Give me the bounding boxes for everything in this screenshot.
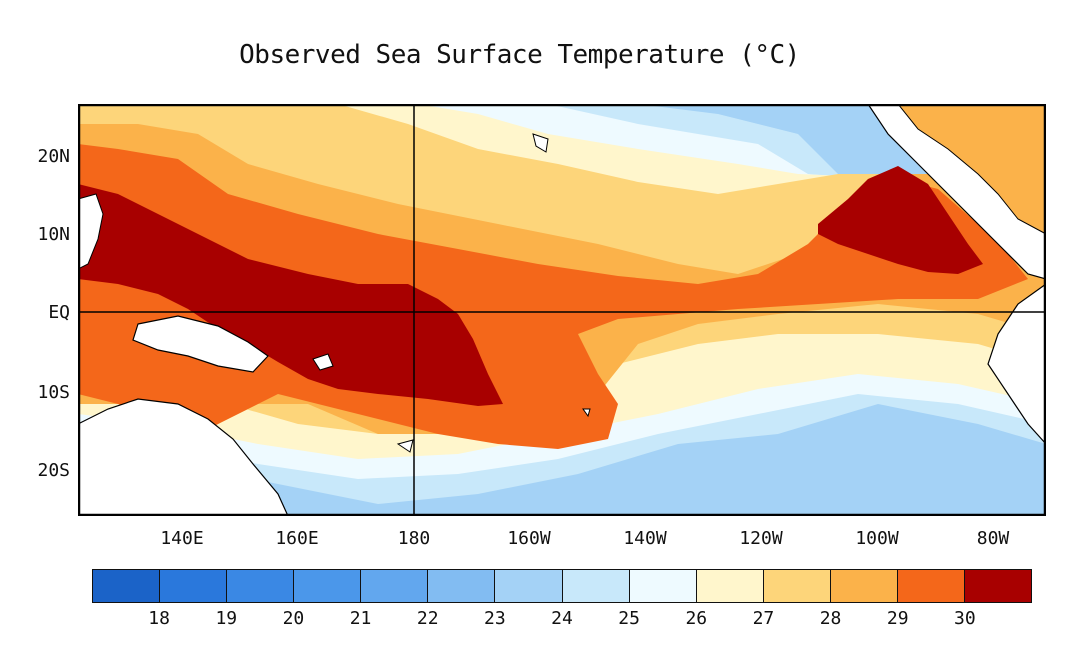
land-south-america — [987, 283, 1046, 445]
colorbar-label: 22 — [416, 608, 439, 629]
colorbar-swatch — [93, 570, 161, 602]
lat-label-20n: 20N — [37, 146, 70, 167]
colorbar-label: 27 — [752, 608, 775, 629]
colorbar-swatch — [629, 570, 697, 602]
lon-label-80w: 80W — [976, 528, 1010, 549]
colorbar-label: 19 — [215, 608, 238, 629]
sst-band-warm-pool-east — [818, 166, 983, 274]
land-philippines — [78, 193, 104, 270]
colorbar-swatch — [965, 570, 1032, 602]
sst-band-warm-pool — [78, 184, 503, 406]
map-frame — [78, 104, 1046, 516]
sst-map — [78, 104, 1046, 516]
colorbar-label: 21 — [349, 608, 372, 629]
colorbar-swatch — [696, 570, 764, 602]
colorbar-swatch — [361, 570, 429, 602]
land-mexico-caribbean — [897, 104, 1046, 235]
land-australia — [78, 398, 289, 516]
colorbar-label: 24 — [551, 608, 573, 629]
lat-label-eq: EQ — [48, 302, 70, 323]
lat-label-20s: 20S — [37, 460, 70, 481]
colorbar-swatch — [160, 570, 228, 602]
colorbar-label: 29 — [886, 608, 909, 629]
lon-label-140e: 140E — [160, 528, 204, 549]
colorbar-swatch — [495, 570, 563, 602]
colorbar-swatch — [830, 570, 898, 602]
colorbar-swatch — [428, 570, 496, 602]
colorbar-label: 18 — [148, 608, 170, 629]
colorbar-label: 20 — [282, 608, 305, 629]
lon-label-160w: 160W — [507, 528, 551, 549]
colorbar-swatch — [227, 570, 295, 602]
map-title: Observed Sea Surface Temperature (°C) — [239, 40, 800, 70]
lon-label-120w: 120W — [739, 528, 783, 549]
lon-label-100w: 100W — [855, 528, 899, 549]
colorbar-swatch — [294, 570, 362, 602]
colorbar-label: 23 — [484, 608, 506, 629]
colorbar-label: 25 — [618, 608, 640, 629]
lat-label-10n: 10N — [37, 224, 70, 245]
lon-label-140w: 140W — [623, 528, 667, 549]
colorbar-swatch — [897, 570, 966, 602]
colorbar-swatch — [562, 570, 630, 602]
colorbar-swatch — [763, 570, 831, 602]
lon-label-180: 180 — [397, 528, 431, 549]
colorbar-label: 26 — [685, 608, 708, 629]
colorbar-label: 28 — [819, 608, 842, 629]
land-islands — [312, 133, 591, 453]
lat-label-10s: 10S — [37, 382, 70, 403]
lon-label-160e: 160E — [275, 528, 319, 549]
colorbar — [92, 569, 1032, 603]
land-new-guinea — [132, 315, 269, 373]
colorbar-label: 30 — [954, 608, 976, 629]
